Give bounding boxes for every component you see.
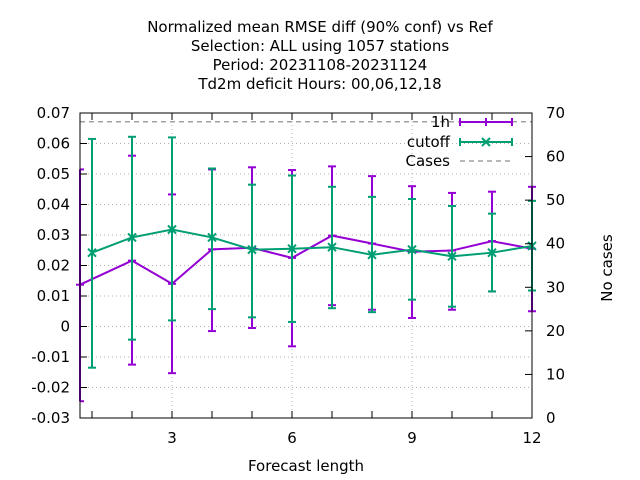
series-1h xyxy=(76,154,536,403)
data-point xyxy=(327,242,337,252)
x-tick-label: 3 xyxy=(167,429,177,447)
y2-axis-label: No cases xyxy=(598,234,616,302)
y-tick-label: 0.01 xyxy=(37,287,70,305)
data-point xyxy=(207,232,217,243)
data-point xyxy=(87,247,97,258)
y2-tick-label: 20 xyxy=(546,322,565,340)
x-tick-label: 9 xyxy=(407,429,417,447)
data-point xyxy=(167,224,177,235)
legend-label: 1h xyxy=(431,113,450,131)
y2-tick-label: 50 xyxy=(546,191,565,209)
y-tick-label: 0.07 xyxy=(37,104,70,122)
data-point xyxy=(367,250,377,260)
title-line-1: Selection: ALL using 1057 stations xyxy=(191,37,450,55)
y-tick-label: 0.02 xyxy=(37,257,70,275)
y2-tick-label: 70 xyxy=(546,104,565,122)
x-axis-label: Forecast length xyxy=(248,457,364,475)
y2-tick-label: 40 xyxy=(546,235,565,253)
y-tick-label: -0.01 xyxy=(31,348,70,366)
chart-title: Normalized mean RMSE diff (90% conf) vs … xyxy=(147,18,493,93)
data-point xyxy=(287,244,297,254)
title-line-0: Normalized mean RMSE diff (90% conf) vs … xyxy=(147,18,493,36)
y2-tick-label: 0 xyxy=(546,409,556,427)
y-tick-label: -0.02 xyxy=(31,379,70,397)
title-line-2: Period: 20231108-20231124 xyxy=(213,56,428,74)
x-axis-tick-labels: 3 6 9 12 xyxy=(167,429,541,447)
y-axis-tick-labels: -0.03 -0.02 -0.01 0 0.01 0.02 0.03 0.04 0.05 0.06… xyxy=(31,104,70,427)
y-tick-label: -0.03 xyxy=(31,409,70,427)
axis-ticks xyxy=(80,112,533,419)
x-tick-label: 12 xyxy=(522,429,541,447)
y-tick-label: 0.03 xyxy=(37,226,70,244)
data-point xyxy=(407,244,417,255)
y2-tick-label: 30 xyxy=(546,278,565,296)
grid-lines xyxy=(80,113,532,418)
data-point xyxy=(487,247,497,258)
y-tick-label: 0.05 xyxy=(37,165,70,183)
x-tick-label: 6 xyxy=(287,429,297,447)
y-tick-label: 0 xyxy=(60,318,70,336)
title-line-3: Td2m deficit Hours: 00,06,12,18 xyxy=(197,75,441,93)
legend-label: cutoff xyxy=(407,133,451,151)
series-line xyxy=(91,228,533,258)
y2-tick-label: 10 xyxy=(546,365,565,383)
series-line xyxy=(79,234,533,286)
legend-marker xyxy=(481,137,491,147)
y-tick-label: 0.06 xyxy=(37,135,70,153)
data-point xyxy=(127,232,137,243)
series-cutoff xyxy=(87,135,537,369)
y2-axis-tick-labels: 0 10 20 30 40 50 60 70 xyxy=(546,104,565,427)
y2-tick-label: 60 xyxy=(546,148,565,166)
data-point xyxy=(247,244,257,255)
data-point xyxy=(447,251,457,262)
legend-label: Cases xyxy=(405,152,450,170)
y-tick-label: 0.04 xyxy=(37,196,70,214)
